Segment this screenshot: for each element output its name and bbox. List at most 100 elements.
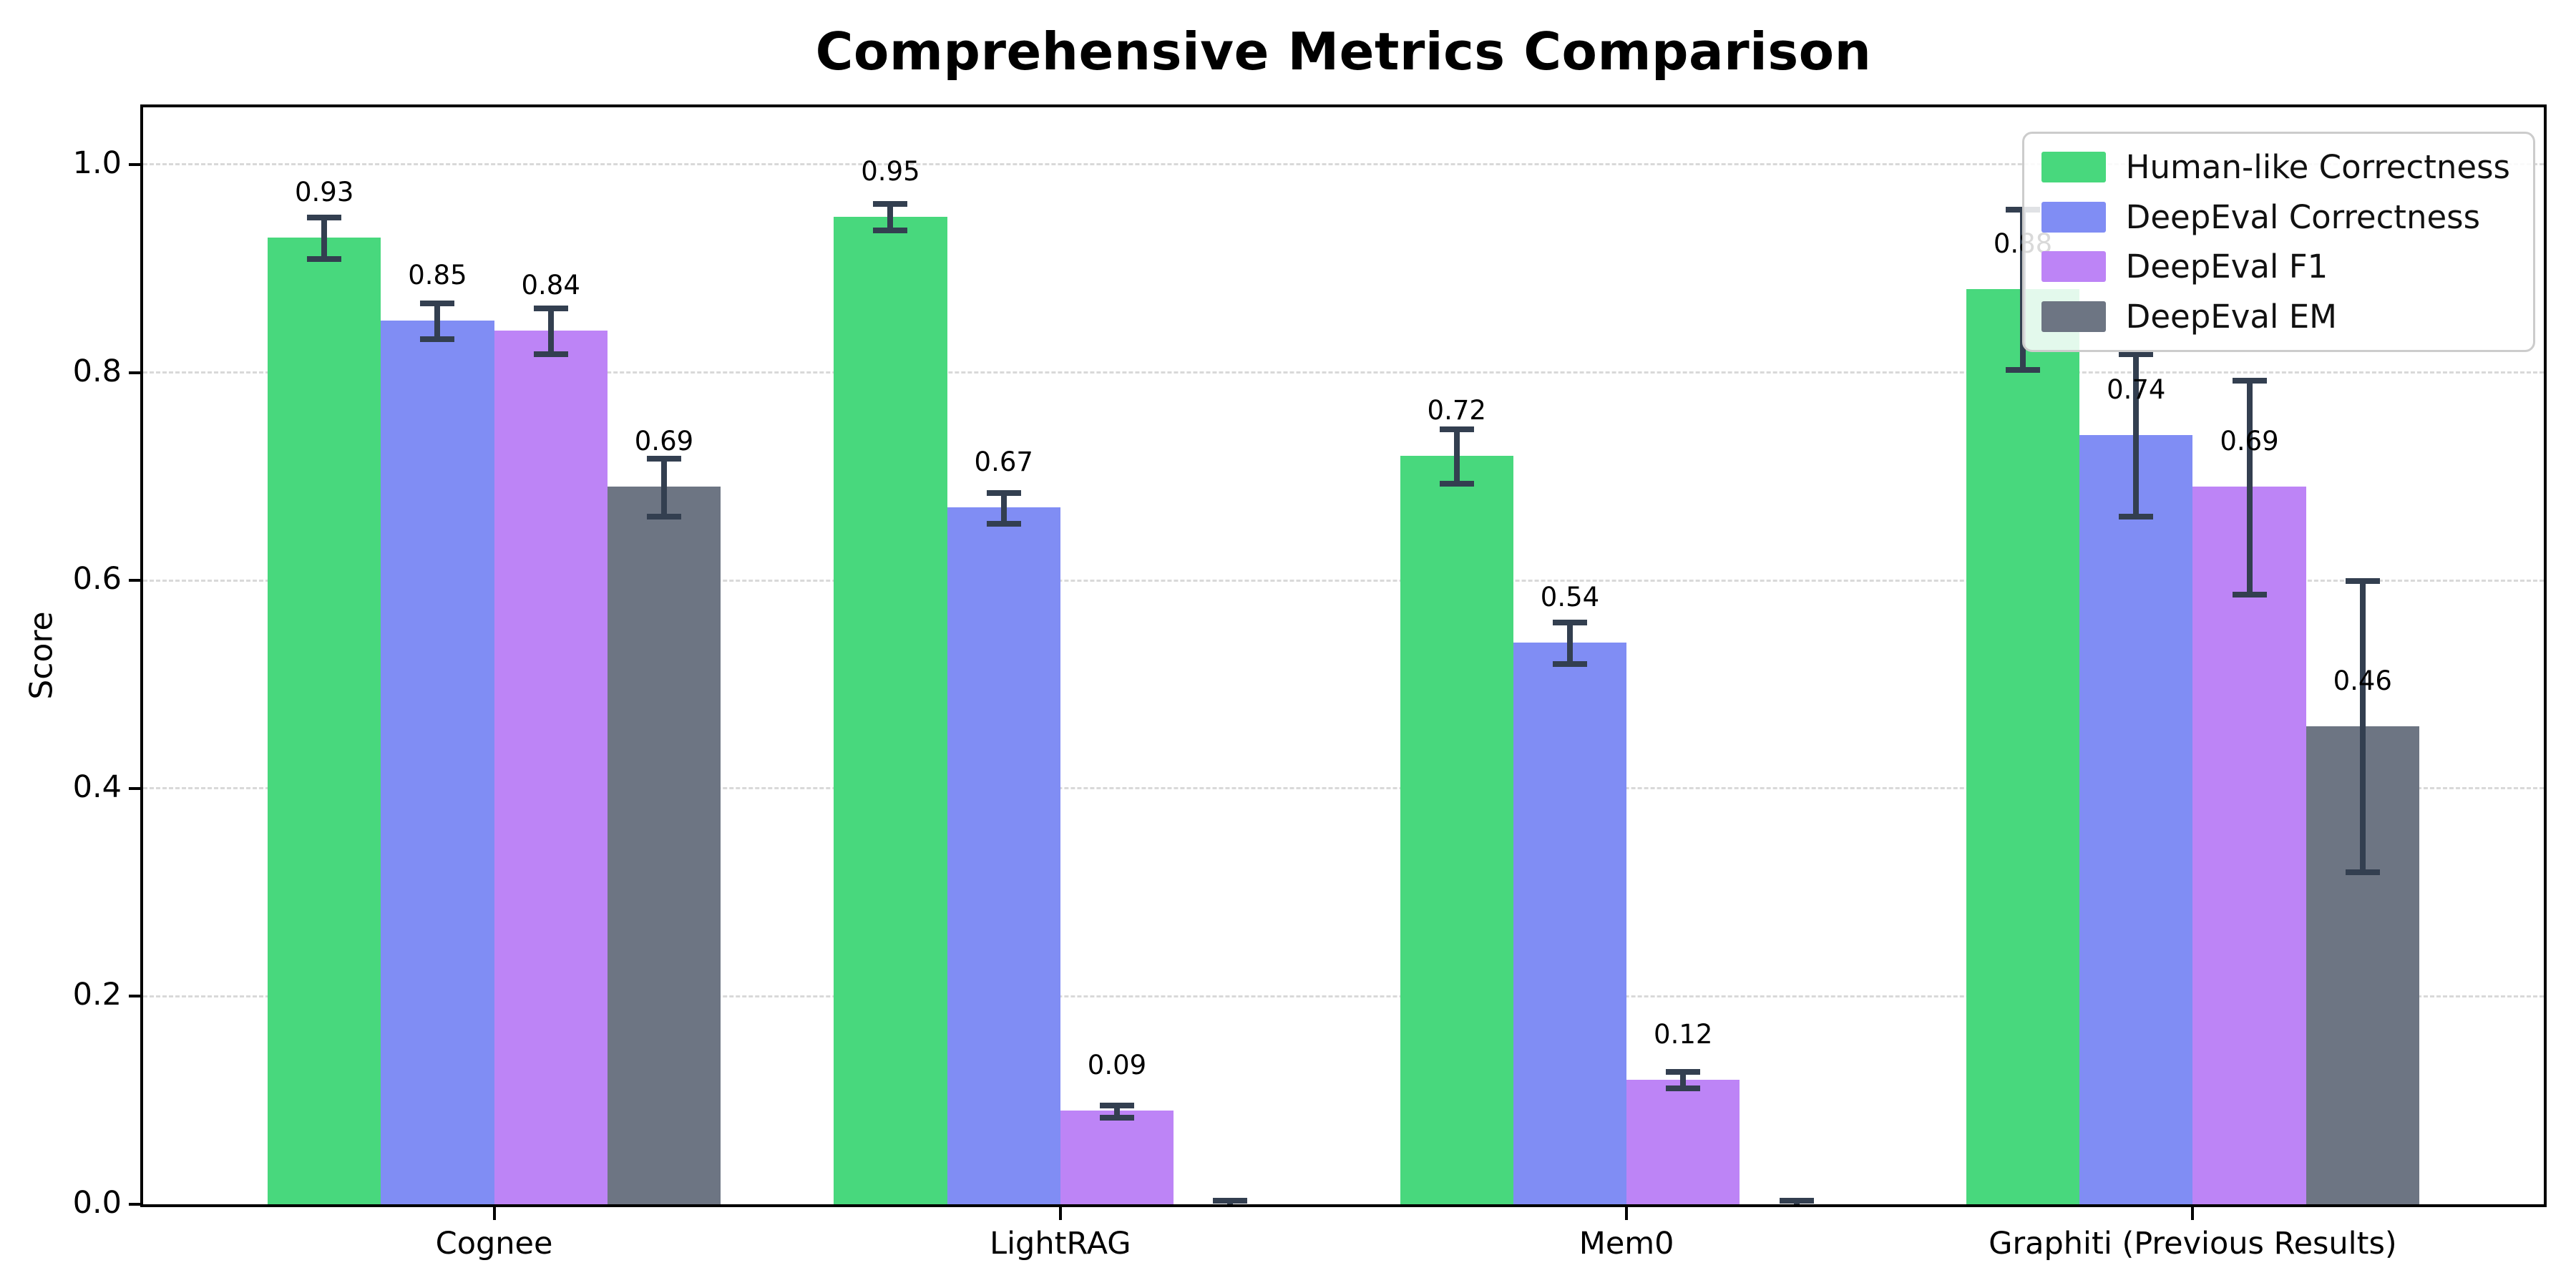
error-cap-bottom: [2119, 514, 2154, 520]
error-bar: [887, 203, 894, 230]
error-cap-bottom: [1439, 480, 1474, 487]
bar-deepeval-f1: [1626, 1079, 1740, 1204]
error-cap-top: [1099, 1102, 1134, 1108]
error-cap-bottom: [986, 521, 1021, 527]
legend-item-deepeval-f1: DeepEval F1: [2041, 249, 2510, 285]
y-tick-mark: [129, 579, 143, 582]
error-cap-bottom: [873, 228, 908, 234]
gridline: [143, 371, 2544, 374]
error-cap-top: [2119, 351, 2154, 358]
x-tick-mark: [2191, 1207, 2195, 1220]
error-cap-top: [1213, 1198, 1248, 1204]
x-tick-label: Mem0: [1579, 1226, 1674, 1262]
error-cap-bottom: [1553, 661, 1587, 668]
error-cap-top: [307, 214, 342, 220]
y-tick-mark: [129, 1203, 143, 1206]
bar-deepeval-correctness: [1513, 643, 1627, 1204]
error-bar: [660, 457, 667, 517]
legend-label: DeepEval Correctness: [2125, 197, 2481, 236]
bar-value-label: 0.46: [2333, 665, 2392, 696]
bar-value-label: 0.95: [861, 155, 920, 187]
bar-deepeval-f1: [1060, 1111, 1174, 1204]
error-cap-top: [986, 489, 1021, 496]
error-cap-top: [2345, 578, 2380, 585]
y-tick-label: 1.0: [72, 145, 122, 181]
error-cap-bottom: [2232, 592, 2267, 598]
error-bar: [1453, 429, 1460, 483]
y-tick-label: 0.4: [72, 769, 122, 805]
error-cap-top: [873, 200, 908, 207]
bar-human-like-correctness: [1966, 289, 2080, 1204]
gridline: [143, 163, 2544, 166]
error-bar: [321, 216, 328, 258]
error-bar: [2133, 353, 2140, 517]
y-tick-mark: [129, 162, 143, 166]
x-tick-label: LightRAG: [990, 1226, 1131, 1262]
gridline: [143, 787, 2544, 790]
bar-deepeval-correctness: [2079, 434, 2193, 1204]
y-tick-label: 0.8: [72, 353, 122, 389]
error-cap-bottom: [307, 255, 342, 262]
legend-swatch: [2041, 201, 2106, 233]
error-cap-top: [1666, 1069, 1701, 1075]
y-tick-label: 0.2: [72, 977, 122, 1013]
y-axis-label: Score: [23, 611, 60, 700]
x-tick-label: Cognee: [435, 1226, 553, 1262]
legend-label: DeepEval F1: [2125, 248, 2328, 286]
error-cap-bottom: [533, 351, 568, 358]
error-bar: [1000, 492, 1007, 524]
error-cap-top: [533, 306, 568, 312]
error-cap-top: [646, 455, 681, 462]
error-cap-bottom: [2006, 367, 2041, 374]
error-cap-top: [1779, 1198, 1814, 1204]
bar-human-like-correctness: [268, 237, 381, 1204]
x-tick-label: Graphiti (Previous Results): [1989, 1226, 2397, 1262]
bar-value-label: 0.85: [408, 259, 467, 291]
error-cap-bottom: [420, 336, 455, 342]
y-tick-mark: [129, 995, 143, 998]
x-tick-mark: [492, 1207, 496, 1220]
error-bar: [547, 308, 554, 354]
bar-value-label: 0.69: [634, 426, 694, 457]
bar-value-label: 0.84: [521, 270, 580, 301]
bar-deepeval-f1: [2192, 487, 2306, 1204]
bar-human-like-correctness: [834, 216, 947, 1204]
bar-deepeval-correctness: [381, 320, 494, 1204]
legend-swatch: [2041, 301, 2106, 332]
error-bar: [2359, 580, 2366, 872]
legend-item-human-like-correctness: Human-like Correctness: [2041, 150, 2510, 185]
bar-value-label: 0.09: [1087, 1050, 1147, 1081]
bar-value-label: 0.72: [1427, 394, 1486, 426]
legend-label: Human-like Correctness: [2125, 148, 2510, 186]
error-cap-bottom: [646, 514, 681, 520]
y-tick-mark: [129, 371, 143, 374]
error-cap-bottom: [1666, 1085, 1701, 1092]
error-cap-top: [1439, 426, 1474, 432]
bar-value-label: 0.67: [974, 447, 1033, 478]
x-tick-mark: [1058, 1207, 1062, 1220]
gridline: [143, 579, 2544, 582]
legend-label: DeepEval EM: [2125, 297, 2337, 336]
y-tick-label: 0.6: [72, 561, 122, 597]
error-bar: [1567, 622, 1573, 664]
error-cap-bottom: [1099, 1114, 1134, 1121]
legend: Human-like Correctness DeepEval Correctne…: [2021, 132, 2535, 352]
error-bar: [1680, 1071, 1687, 1088]
error-cap-top: [1553, 620, 1587, 626]
bar-value-label: 0.12: [1654, 1018, 1713, 1050]
legend-item-deepeval-em: DeepEval EM: [2041, 297, 2510, 336]
legend-item-deepeval-correctness: DeepEval Correctness: [2041, 197, 2510, 236]
gridline: [143, 995, 2544, 997]
chart-title: Comprehensive Metrics Comparison: [815, 21, 1872, 82]
bar-human-like-correctness: [1400, 455, 1513, 1204]
error-cap-top: [420, 301, 455, 307]
error-cap-bottom: [2345, 869, 2380, 875]
x-tick-mark: [1625, 1207, 1629, 1220]
bar-deepeval-em: [607, 487, 721, 1204]
bar-value-label: 0.69: [2220, 426, 2279, 457]
error-cap-top: [2232, 377, 2267, 384]
y-tick-mark: [129, 786, 143, 790]
error-bar: [434, 303, 441, 338]
y-tick-label: 0.0: [72, 1185, 122, 1221]
